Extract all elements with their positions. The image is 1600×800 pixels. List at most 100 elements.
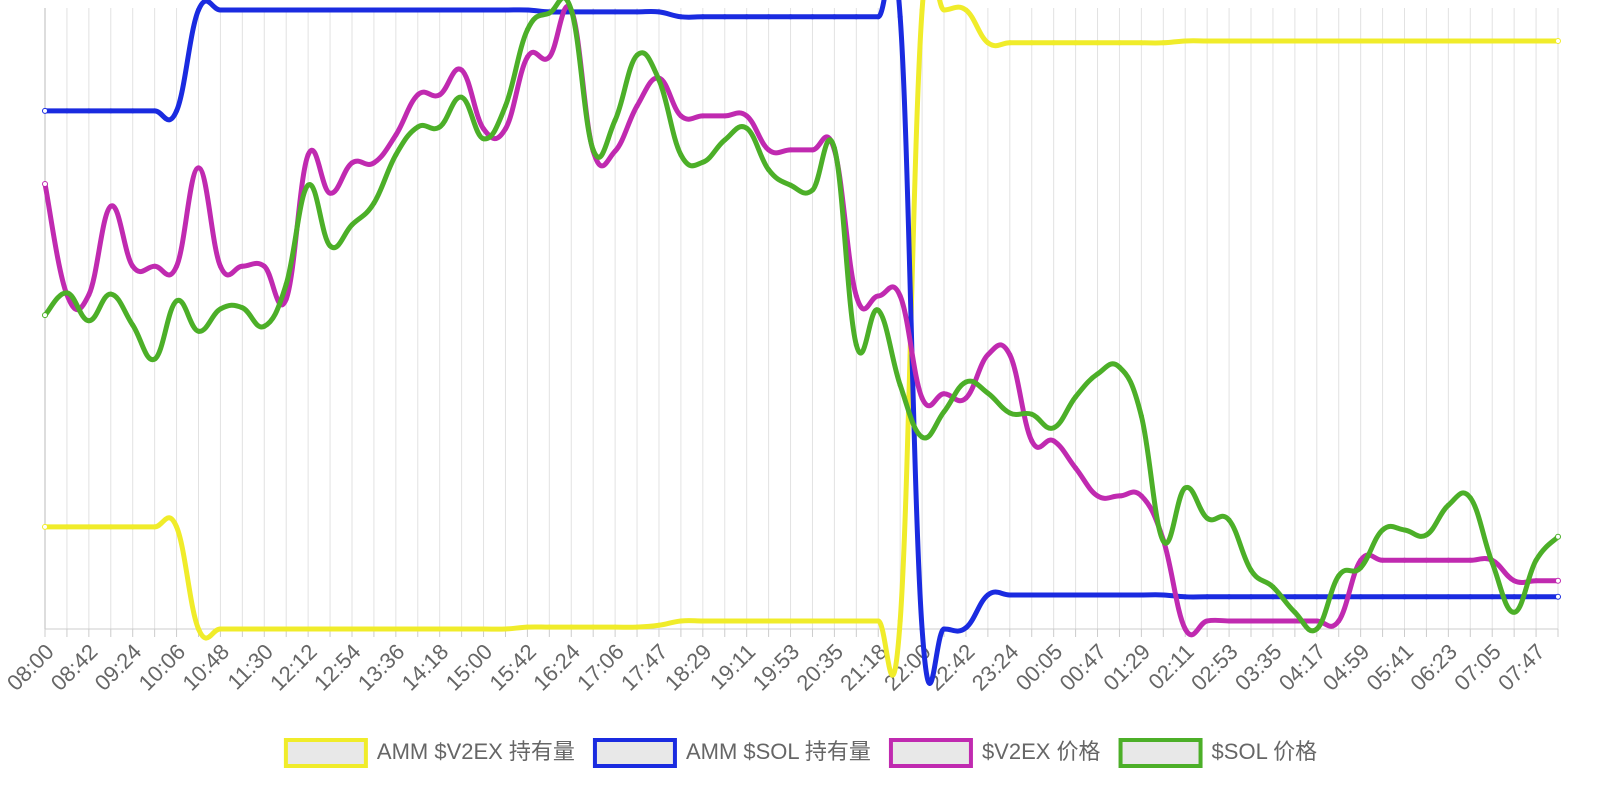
data-point	[941, 626, 947, 632]
data-point	[656, 9, 662, 15]
x-tick-label: 02:53	[1186, 639, 1243, 696]
data-point	[1467, 495, 1473, 501]
data-point	[1095, 40, 1101, 46]
data-point	[217, 263, 223, 269]
data-point	[678, 14, 684, 20]
data-point	[261, 7, 267, 13]
data-point	[1270, 594, 1276, 600]
data-point	[831, 618, 837, 624]
x-tick-label: 20:35	[791, 639, 848, 696]
x-tick-label: 19:11	[705, 639, 760, 694]
data-point	[481, 7, 487, 13]
data-point	[239, 626, 245, 632]
data-point	[1292, 594, 1298, 600]
data-point	[327, 243, 333, 249]
data-point	[1116, 40, 1122, 46]
x-tick-label: 18:29	[660, 639, 717, 696]
data-point	[174, 298, 180, 304]
x-tick-label: 22:42	[923, 639, 980, 696]
data-point	[875, 307, 881, 313]
data-point	[1402, 594, 1408, 600]
data-point	[327, 7, 333, 13]
data-point	[1555, 37, 1561, 44]
data-point	[1182, 485, 1188, 491]
data-point	[1248, 38, 1254, 44]
data-point	[174, 263, 180, 269]
data-point	[195, 626, 201, 632]
data-point	[1116, 364, 1122, 370]
legend: AMM $V2EX 持有量 AMM $SOL 持有量 $V2EX 价格 $SOL 价格	[283, 738, 1318, 768]
data-point	[1029, 40, 1035, 46]
data-point	[809, 14, 815, 20]
data-point	[1073, 465, 1079, 471]
x-tick-label: 03:35	[1230, 639, 1287, 696]
x-tick-label: 00:47	[1055, 639, 1112, 696]
data-point	[700, 14, 706, 20]
data-point	[108, 108, 114, 114]
data-point	[634, 624, 640, 630]
data-point	[1270, 584, 1276, 590]
data-point	[875, 293, 881, 299]
data-point	[393, 132, 399, 138]
data-point	[722, 14, 728, 20]
data-point	[656, 77, 662, 83]
x-tick-label: 16:24	[528, 639, 585, 696]
data-point	[568, 7, 574, 13]
data-point	[1248, 567, 1254, 573]
data-point	[1029, 411, 1035, 417]
x-tick-label: 12:12	[265, 639, 322, 696]
data-point	[1073, 592, 1079, 598]
x-tick-label: 08:00	[2, 639, 59, 696]
data-point	[1358, 38, 1364, 44]
data-point	[612, 624, 618, 630]
data-point	[1445, 502, 1451, 508]
data-point	[349, 7, 355, 13]
data-point	[217, 7, 223, 13]
data-point	[919, 7, 925, 13]
data-point	[1533, 557, 1539, 563]
data-point	[1423, 532, 1429, 538]
data-point	[766, 14, 772, 20]
data-point	[612, 148, 618, 154]
data-point	[349, 222, 355, 228]
data-point	[42, 180, 48, 187]
data-point	[722, 618, 728, 624]
data-point	[1051, 438, 1057, 444]
data-point	[634, 103, 640, 109]
x-tick-label: 11:30	[222, 639, 277, 694]
x-tick-label: 12:54	[309, 639, 366, 696]
data-point	[1336, 38, 1342, 44]
data-point	[283, 7, 289, 13]
data-point	[963, 625, 969, 631]
data-point	[766, 147, 772, 153]
data-point	[1402, 527, 1408, 533]
data-point	[152, 356, 158, 362]
data-point	[1160, 538, 1166, 544]
data-point	[459, 626, 465, 632]
data-point	[459, 94, 465, 100]
data-point	[853, 618, 859, 624]
data-point	[130, 322, 136, 328]
data-point	[700, 618, 706, 624]
data-point	[64, 108, 70, 114]
data-point	[195, 7, 201, 13]
data-point	[152, 108, 158, 114]
data-point	[875, 618, 881, 624]
data-point	[1511, 594, 1517, 600]
data-point	[766, 167, 772, 173]
data-point	[217, 306, 223, 312]
data-point	[678, 152, 684, 158]
data-point	[1445, 38, 1451, 44]
data-point	[1116, 592, 1122, 598]
data-point	[612, 117, 618, 123]
data-point	[700, 159, 706, 165]
series-line	[44, 0, 1558, 678]
x-tick-label: 17:06	[572, 639, 629, 696]
data-point	[371, 7, 377, 13]
data-point	[1029, 438, 1035, 444]
data-point	[1555, 593, 1561, 600]
data-point	[788, 14, 794, 20]
legend-label: $SOL 价格	[1212, 739, 1318, 764]
data-point	[1445, 594, 1451, 600]
data-point	[42, 107, 48, 114]
